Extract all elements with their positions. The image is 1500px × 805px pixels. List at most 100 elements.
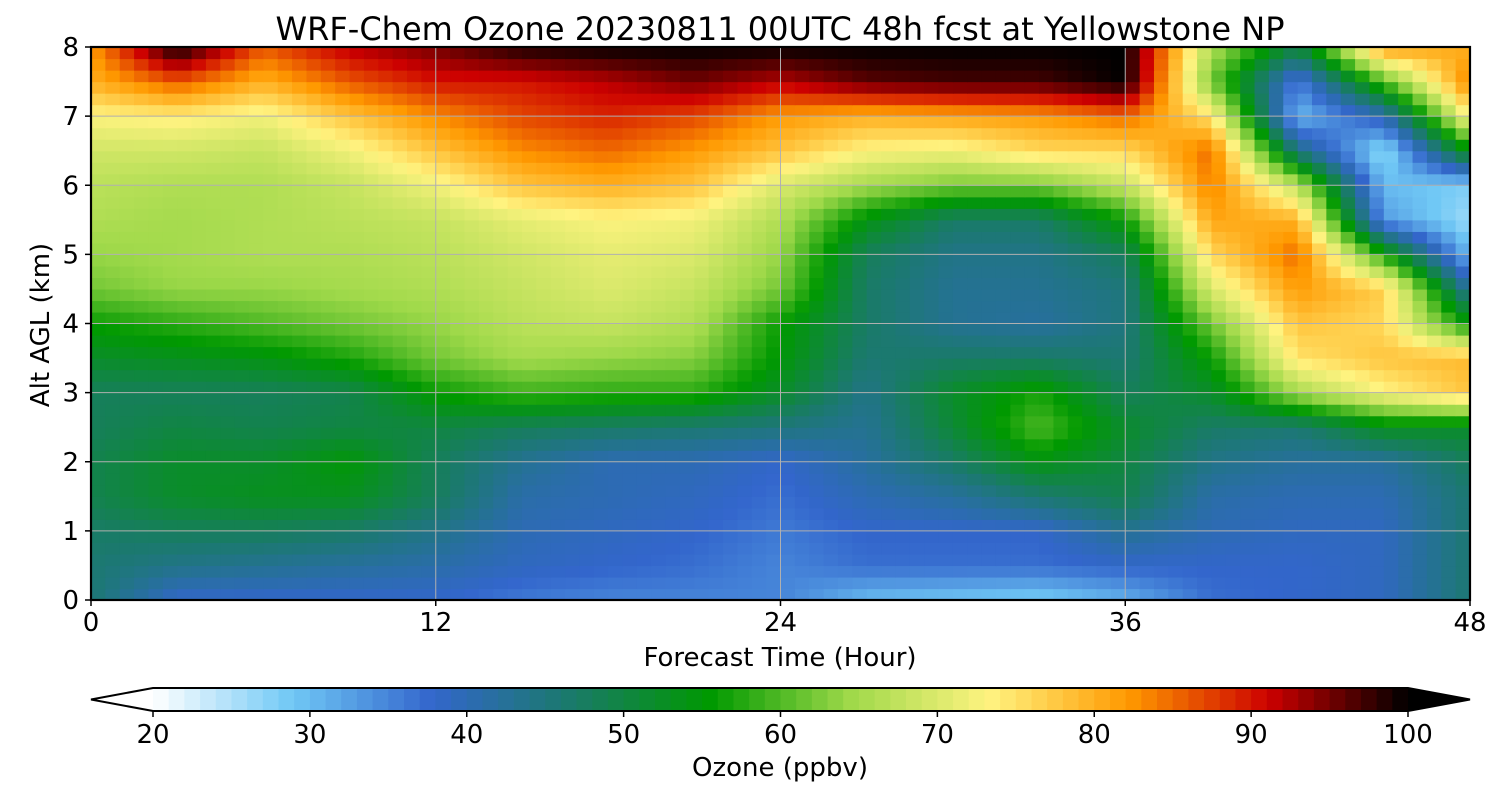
heatmap-cell <box>1283 530 1299 543</box>
heatmap-cell <box>1398 127 1414 140</box>
heatmap-cell <box>593 358 609 371</box>
heatmap-cell <box>320 565 336 578</box>
heatmap-cell <box>737 254 753 267</box>
heatmap-cell <box>249 530 264 543</box>
heatmap-cell <box>91 242 106 255</box>
heatmap-cell <box>1311 346 1327 359</box>
heatmap-cell <box>1225 392 1241 405</box>
heatmap-cell <box>91 323 106 336</box>
heatmap-cell <box>751 242 767 255</box>
heatmap-cell <box>493 450 509 463</box>
heatmap-cell <box>1326 553 1342 567</box>
heatmap-cell <box>967 461 983 474</box>
heatmap-cell <box>837 404 853 417</box>
heatmap-cell <box>881 104 897 117</box>
heatmap-cell <box>1182 542 1198 555</box>
heatmap-cell <box>91 231 106 244</box>
heatmap-cell <box>1225 565 1241 578</box>
heatmap-cell <box>407 116 422 129</box>
heatmap-cell <box>335 93 351 106</box>
heatmap-cell <box>1355 254 1371 267</box>
heatmap-cell <box>550 415 566 428</box>
heatmap-cell <box>593 507 609 520</box>
heatmap-cell <box>794 496 810 509</box>
heatmap-cell <box>708 381 724 394</box>
heatmap-cell <box>292 381 308 394</box>
heatmap-cell <box>162 427 178 440</box>
heatmap-cell <box>708 300 724 313</box>
heatmap-cell <box>665 104 681 117</box>
heatmap-cell <box>1010 116 1026 129</box>
heatmap-cell <box>1010 70 1026 83</box>
heatmap-cell <box>967 116 983 129</box>
heatmap-cell <box>967 496 983 509</box>
heatmap-cell <box>119 427 135 440</box>
heatmap-cell <box>349 288 365 302</box>
heatmap-cell <box>349 208 365 221</box>
heatmap-cell <box>1398 208 1414 221</box>
heatmap-cell <box>1139 300 1155 313</box>
heatmap-cell <box>493 369 509 382</box>
heatmap-cell <box>1182 104 1198 117</box>
heatmap-cell <box>1455 185 1470 198</box>
heatmap-cell <box>119 116 135 129</box>
heatmap-cell <box>550 392 566 405</box>
heatmap-cell <box>407 219 422 232</box>
heatmap-cell <box>995 219 1011 232</box>
heatmap-cell <box>1053 288 1069 302</box>
heatmap-cell <box>349 381 365 394</box>
heatmap-cell <box>277 565 293 578</box>
heatmap-cell <box>694 254 710 267</box>
heatmap-cell <box>1383 553 1399 567</box>
heatmap-cell <box>737 404 753 417</box>
heatmap-cell <box>507 588 523 600</box>
heatmap-cell <box>421 288 437 302</box>
heatmap-cell <box>521 219 537 232</box>
heatmap-cell <box>148 404 164 417</box>
heatmap-cell <box>679 415 695 428</box>
heatmap-cell <box>1010 219 1026 232</box>
heatmap-cell <box>1240 427 1256 440</box>
heatmap-cell <box>608 542 624 555</box>
heatmap-cell <box>162 392 178 405</box>
heatmap-cell <box>1096 127 1112 140</box>
heatmap-cell <box>1053 542 1069 555</box>
heatmap-cell <box>335 392 351 405</box>
heatmap-cell <box>909 265 925 279</box>
heatmap-cell <box>421 427 437 440</box>
heatmap-cell <box>579 450 595 463</box>
heatmap-cell <box>780 450 796 463</box>
heatmap-cell <box>1268 265 1284 279</box>
heatmap-cell <box>349 530 365 543</box>
heatmap-cell <box>895 484 911 497</box>
heatmap-cell <box>1024 553 1040 567</box>
heatmap-cell <box>679 254 695 267</box>
heatmap-cell <box>421 265 437 279</box>
heatmap-cell <box>579 588 595 600</box>
heatmap-cell <box>679 461 695 474</box>
heatmap-cell <box>1010 162 1026 175</box>
heatmap-cell <box>119 162 135 175</box>
heatmap-cell <box>1455 588 1470 600</box>
heatmap-cell <box>1398 358 1414 371</box>
heatmap-cell <box>407 438 422 451</box>
heatmap-cell <box>493 415 509 428</box>
heatmap-cell <box>392 427 408 440</box>
heatmap-cell <box>665 93 681 106</box>
heatmap-cell <box>1398 588 1414 600</box>
heatmap-cell <box>608 93 624 106</box>
heatmap-cell <box>708 265 724 279</box>
heatmap-cell <box>421 162 437 175</box>
heatmap-cell <box>1426 277 1442 290</box>
heatmap-cell <box>493 530 509 543</box>
heatmap-cell <box>435 358 451 371</box>
heatmap-cell <box>1398 323 1414 336</box>
heatmap-cell <box>1225 104 1241 117</box>
heatmap-cell <box>205 127 221 140</box>
heatmap-cell <box>737 530 753 543</box>
heatmap-cell <box>636 473 652 486</box>
heatmap-cell <box>852 404 868 417</box>
heatmap-cell <box>105 242 121 255</box>
heatmap-cell <box>995 104 1011 117</box>
heatmap-cell <box>148 519 164 532</box>
